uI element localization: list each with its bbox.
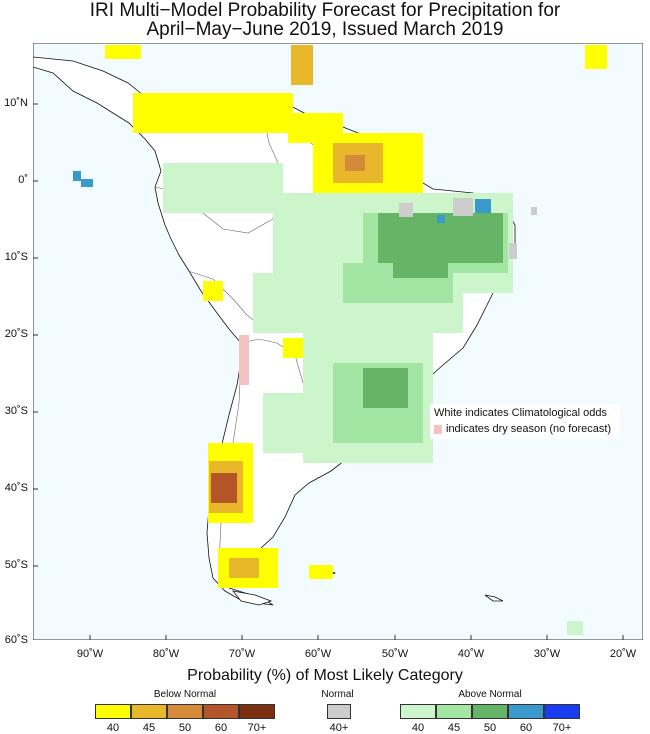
lon-label-30w: 30˚W [533, 648, 561, 660]
note-dry-season: indicates dry season (no forecast) [446, 423, 612, 435]
blue-areas [73, 171, 491, 223]
legend-tick-below-50: 50 [178, 722, 192, 734]
legend-tick-above-40: 40 [411, 722, 425, 734]
normal-areas [399, 198, 537, 259]
legend-box-above-50 [472, 704, 508, 719]
legend-tick-above-60: 60 [519, 722, 533, 734]
legend-tick-below-45: 45 [142, 722, 156, 734]
legend-tick-below-40: 40 [106, 722, 120, 734]
map-note: White indicates Climatological odds indi… [430, 404, 620, 439]
lat-label-10n: 10˚N [4, 97, 28, 109]
lat-label-60s: 60˚S [4, 634, 28, 646]
lon-label-90w: 90˚W [76, 648, 104, 660]
legend-title: Probability (%) of Most Likely Category [187, 667, 463, 684]
axis-ticks [33, 103, 624, 640]
legend-tick-above-50: 50 [483, 722, 497, 734]
legend-normal-label: Normal [321, 689, 354, 700]
lon-label-80w: 80˚W [152, 648, 180, 660]
legend-box-below-45 [131, 704, 167, 719]
lon-label-40w: 40˚W [457, 648, 485, 660]
legend-box-above-40 [400, 704, 436, 719]
legend-below-normal-label: Below Normal [153, 689, 217, 700]
legend-box-normal [327, 704, 351, 719]
dry-season-areas [239, 335, 249, 385]
legend-above-normal-label: Above Normal [458, 689, 522, 700]
legend-box-below-70 [239, 704, 275, 719]
legend-box-above-60 [508, 704, 544, 719]
lat-label-10s: 10˚S [4, 251, 28, 263]
lat-label-20s: 20˚S [4, 328, 28, 340]
south-georgia [484, 594, 504, 602]
legend-box-above-70 [544, 704, 580, 719]
forecast-map [33, 43, 643, 640]
lon-label-60w: 60˚W [304, 648, 332, 660]
below-normal-areas [105, 45, 607, 588]
legend-tick-below-60: 60 [214, 722, 228, 734]
legend-box-below-40 [95, 704, 131, 719]
lat-label-40s: 40˚S [4, 482, 28, 494]
tierra-del-fuego [232, 590, 273, 606]
note-climatological-odds: White indicates Climatological odds [434, 407, 608, 419]
lat-label-30s: 30˚S [4, 405, 28, 417]
dry-season-swatch [434, 425, 442, 434]
legend-tick-normal-40: 40+ [329, 722, 349, 734]
legend-tick-above-70: 70+ [552, 722, 572, 734]
legend-box-below-60 [203, 704, 239, 719]
lon-label-50w: 50˚W [381, 648, 409, 660]
lon-label-70w: 70˚W [228, 648, 256, 660]
legend-box-above-45 [436, 704, 472, 719]
map-title-line2: April−May−June 2019, Issued March 2019 [146, 19, 504, 40]
map-title-line1: IRI Multi−Model Probability Forecast for… [89, 0, 561, 21]
lat-label-50s: 50˚S [4, 559, 28, 571]
legend-tick-below-70: 70+ [247, 722, 267, 734]
legend-tick-above-45: 45 [447, 722, 461, 734]
lon-label-20w: 20˚W [609, 648, 637, 660]
lat-label-0: 0˚ [18, 174, 28, 186]
legend-box-below-50 [167, 704, 203, 719]
